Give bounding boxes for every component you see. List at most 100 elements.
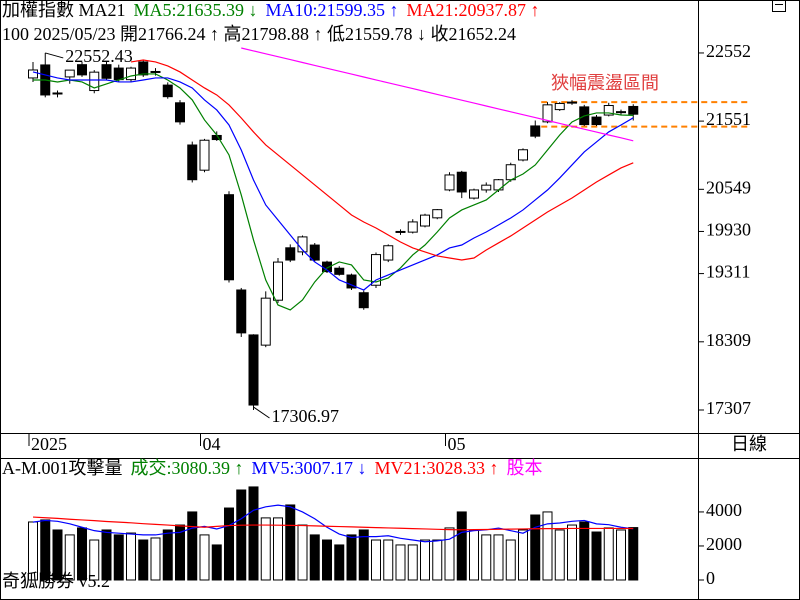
candle-body <box>530 125 541 137</box>
candle-body <box>162 84 173 98</box>
y-tick-label: 22552 <box>706 41 751 61</box>
window-icon <box>772 0 786 12</box>
volume-bar <box>101 529 112 581</box>
x-tick-label: 04 <box>203 434 221 454</box>
candle-body <box>175 102 185 123</box>
y-tick-label: 20549 <box>706 177 751 197</box>
info-line: 100 2025/05/23 開21766.24 ↑ 高21798.88 ↑ 低… <box>2 24 516 44</box>
y-tick-label: 19311 <box>706 262 750 282</box>
volume-bar <box>407 544 418 581</box>
low-label: 17306.97 <box>272 406 340 426</box>
volume-bar <box>395 544 406 581</box>
volume-bar <box>309 534 320 581</box>
ma-line <box>33 73 634 311</box>
candle-body <box>628 105 639 115</box>
volume-bar <box>591 531 602 581</box>
candle-body <box>456 171 467 193</box>
header: A-M.001攻擊量 成交:3080.39 ↑ MV5:3007.17 ↓ MV21:… <box>2 458 543 478</box>
candle-body <box>101 64 112 79</box>
range-label: 狹幅震盪區間 <box>551 73 659 93</box>
candle-body <box>126 67 136 81</box>
candle-body <box>285 247 296 261</box>
chart-title: A-M.001攻擊量 <box>2 458 123 478</box>
candle-body <box>371 254 381 286</box>
candle-body <box>420 214 430 227</box>
footer: 奇狐勝券 v5.2 <box>2 571 110 591</box>
candle-body <box>358 292 369 309</box>
volume-bar <box>138 539 149 581</box>
volume-bar <box>248 486 259 581</box>
volume-bar <box>603 527 614 581</box>
legend-item: MA5:21635.39 ↓ <box>134 0 258 20</box>
candle-body <box>187 144 198 181</box>
y-tick-label: 19930 <box>706 220 751 240</box>
volume-bar <box>518 529 528 581</box>
y-tick-label: 4000 <box>706 500 742 520</box>
volume-bar <box>297 524 308 581</box>
volume-bar <box>444 527 455 581</box>
candle-body <box>444 174 455 191</box>
legend-item: 股本 <box>507 458 543 478</box>
volume-bar <box>358 529 369 581</box>
high-label: 22552.43 <box>65 46 133 66</box>
volume-bar <box>89 539 100 581</box>
volume-bar <box>371 539 381 581</box>
volume-bar <box>187 511 198 581</box>
chart-title: 加權指數 MA21 <box>2 0 126 20</box>
y-tick-label: 18309 <box>706 330 751 350</box>
volume-bar <box>126 532 136 581</box>
candle-body <box>481 184 492 191</box>
volume-bar <box>432 539 443 581</box>
candle-body <box>260 297 271 346</box>
volume-bar <box>554 529 565 581</box>
candle-body <box>273 261 283 301</box>
volume-bar <box>175 524 185 581</box>
annotation-leader <box>253 406 270 419</box>
candle-body <box>567 101 577 104</box>
volume-bar <box>469 529 479 581</box>
volume-bar <box>211 544 222 581</box>
volume-bar <box>52 529 63 581</box>
volume-bar <box>285 504 296 581</box>
candle-body <box>395 230 406 233</box>
volume-bar <box>505 539 516 581</box>
period-label: 日線 <box>731 434 767 454</box>
volume-bar <box>616 529 626 581</box>
header: 加權指數 MA21 MA5:21635.39 ↓ MA10:21599.35 ↑ MA… <box>2 0 540 20</box>
ma-line <box>32 71 634 291</box>
y-tick-label: 21551 <box>706 109 751 129</box>
candle-body <box>334 267 345 275</box>
y-tick-label: 0 <box>706 568 715 588</box>
y-tick-label: 17307 <box>706 398 751 418</box>
volume-bar <box>199 534 210 581</box>
candle-body <box>199 139 210 171</box>
candle-body <box>28 69 38 79</box>
y-tick-label: 2000 <box>706 534 742 554</box>
candle-body <box>150 70 161 73</box>
annotation-leader <box>45 52 64 59</box>
ma-line <box>32 516 634 531</box>
legend-item: MA21:20937.87 ↑ <box>407 0 540 20</box>
legend-item: MA10:21599.35 ↑ <box>266 0 399 20</box>
candle-body <box>64 69 75 78</box>
volume-bar <box>162 529 173 581</box>
volume-bar <box>273 517 283 581</box>
candle-body <box>591 116 602 126</box>
candle-body <box>407 221 418 233</box>
legend-item: MV21:3028.33 ↑ <box>375 458 499 478</box>
x-tick-label: 05 <box>448 434 466 454</box>
candle-body <box>77 64 87 76</box>
volume-bar <box>567 524 577 581</box>
legend-item: 成交:3080.39 ↑ <box>131 458 244 478</box>
volume-bar <box>493 534 504 581</box>
candle-body <box>505 164 516 181</box>
candle-body <box>248 334 259 406</box>
ma-line <box>241 47 634 142</box>
candle-body <box>554 102 565 111</box>
candle-body <box>138 61 149 76</box>
volume-bar <box>113 534 124 581</box>
candle-body <box>224 194 234 281</box>
candle-body <box>89 71 100 92</box>
